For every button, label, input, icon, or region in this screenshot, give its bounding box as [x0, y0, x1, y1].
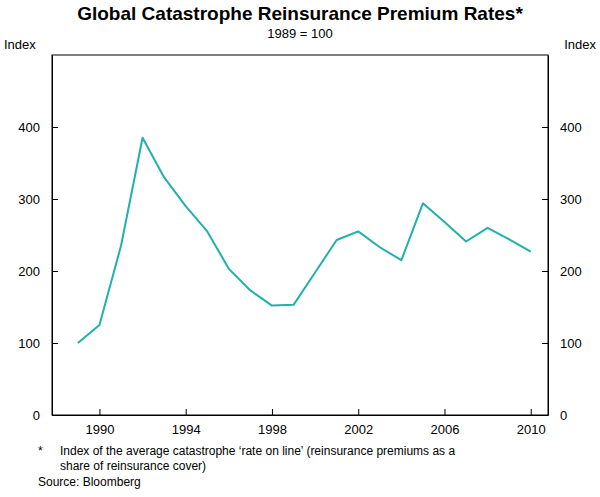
tick-label: 1990 — [85, 422, 114, 437]
tick-label: 2010 — [517, 422, 546, 437]
tick-label: 200 — [560, 264, 582, 279]
x-axis: 1990 1994 1998 2002 2006 2010 — [53, 409, 549, 437]
tick-mark — [358, 409, 359, 415]
footnote: share of reinsurance cover) — [60, 459, 206, 473]
tick-mark — [444, 409, 445, 415]
plot-frame — [52, 55, 548, 415]
y2-axis-title: Index — [564, 37, 596, 52]
tick-mark — [52, 127, 58, 128]
tick-label: 300 — [560, 192, 582, 207]
tick-mark — [52, 199, 58, 200]
tick-label: 200 — [18, 264, 40, 279]
tick: 300 — [18, 192, 58, 207]
tick: 400 — [542, 120, 582, 135]
y-axis-title: Index — [4, 37, 36, 52]
tick-label: 100 — [560, 336, 582, 351]
title: Global Catastrophe Reinsurance Premium R… — [77, 3, 523, 24]
tick-mark — [542, 343, 548, 344]
tick: 2006 — [431, 409, 460, 437]
tick-mark — [52, 271, 58, 272]
tick-label: 300 — [18, 192, 40, 207]
axis-line — [548, 56, 549, 416]
tick-mark — [531, 409, 532, 415]
tick-mark — [186, 409, 187, 415]
tick: 1990 — [85, 409, 114, 437]
tick: 1998 — [258, 409, 287, 437]
line — [78, 138, 531, 343]
axis-line — [53, 415, 549, 416]
plot-area — [78, 138, 531, 343]
tick-label: 0 — [560, 408, 567, 423]
tick: 2010 — [517, 409, 546, 437]
tick-mark — [542, 199, 548, 200]
tick: 1994 — [172, 409, 201, 437]
tick-label: 1994 — [172, 422, 201, 437]
tick-mark — [272, 409, 273, 415]
tick: 300 — [542, 192, 582, 207]
tick-label: 0 — [33, 408, 40, 423]
tick-mark — [52, 343, 58, 344]
tick: 100 — [542, 336, 582, 351]
tick: 2002 — [344, 409, 373, 437]
subtitle: 1989 = 100 — [267, 26, 332, 41]
tick-label: 2006 — [431, 422, 460, 437]
tick-label: 400 — [560, 120, 582, 135]
y-axis: 0 100 200 300 400 — [18, 56, 58, 423]
tick-mark — [99, 409, 100, 415]
source: Source: Bloomberg — [38, 475, 141, 489]
tick-label: 400 — [18, 120, 40, 135]
tick-mark — [542, 271, 548, 272]
tick-label: 2002 — [344, 422, 373, 437]
tick: 400 — [18, 120, 58, 135]
tick: 200 — [18, 264, 58, 279]
footnote: * — [38, 444, 43, 458]
tick-mark — [542, 127, 548, 128]
axis-line — [52, 56, 53, 416]
tick-label: 100 — [18, 336, 40, 351]
tick-label: 1998 — [258, 422, 287, 437]
y2-axis: 0 100 200 300 400 — [542, 56, 582, 423]
tick: 100 — [18, 336, 58, 351]
tick: 200 — [542, 264, 582, 279]
footnote: Index of the average catastrophe ‘rate o… — [60, 444, 455, 458]
chart: Global Catastrophe Reinsurance Premium R… — [0, 0, 600, 497]
